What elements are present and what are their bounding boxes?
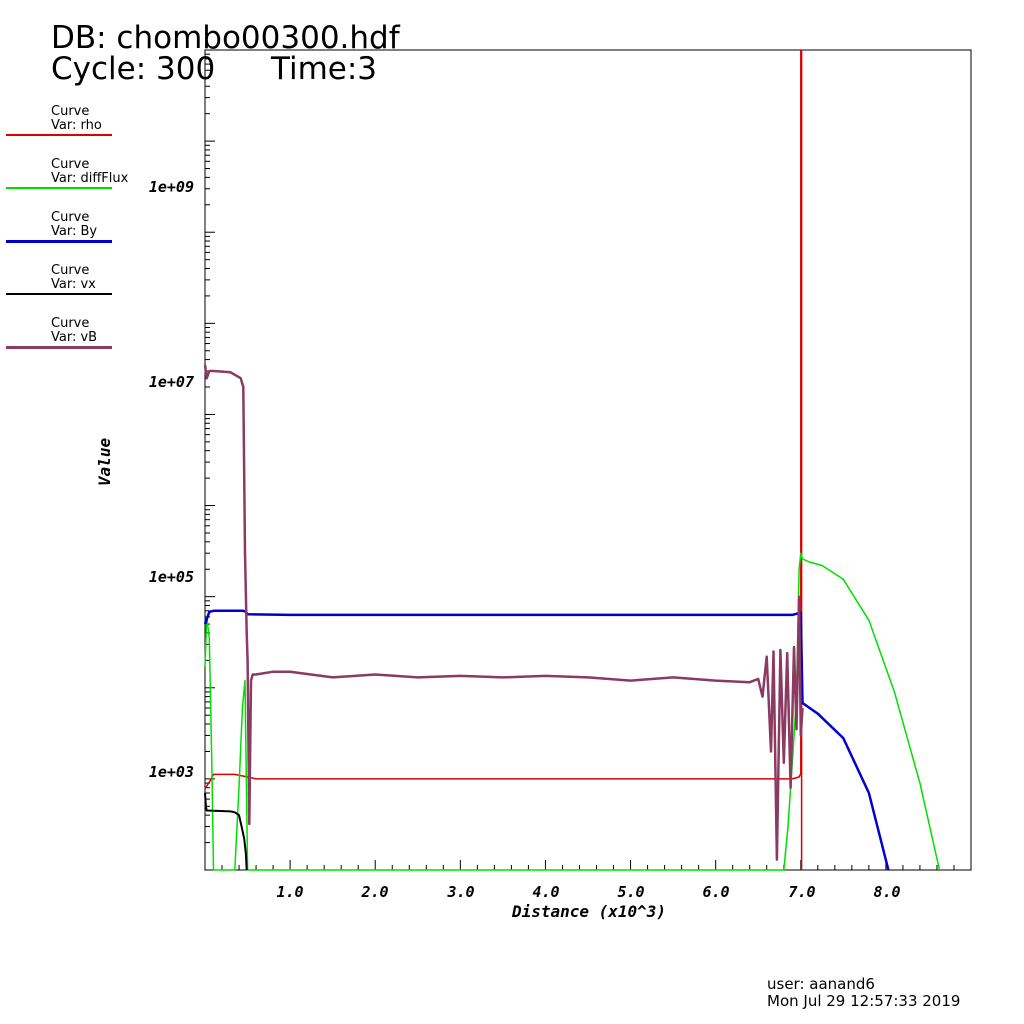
x-tick-label: 6.0 bbox=[702, 883, 729, 901]
y-tick-label: 1e+05 bbox=[149, 568, 194, 586]
legend-swatch bbox=[6, 187, 112, 189]
legend-title: Curve bbox=[51, 104, 90, 119]
x-tick-label: 3.0 bbox=[446, 883, 474, 901]
y-axis-label: Value bbox=[95, 438, 114, 487]
y-tick-label: 1e+03 bbox=[149, 763, 194, 781]
legend-item-vx: Curve Var: vx bbox=[6, 264, 112, 306]
legend-var: Var: vB bbox=[51, 330, 98, 345]
legend-item-vb: Curve Var: vB bbox=[6, 317, 112, 359]
x-tick-label: 8.0 bbox=[873, 883, 900, 901]
curves bbox=[203, 49, 941, 871]
x-tick-label: 7.0 bbox=[788, 883, 815, 901]
x-tick-label: 2.0 bbox=[360, 883, 388, 901]
x-tick-label: 4.0 bbox=[532, 883, 559, 901]
legend-swatch bbox=[6, 346, 112, 349]
legend-swatch bbox=[6, 293, 112, 295]
y-tick-label: 1e+09 bbox=[149, 178, 194, 196]
user-label: user: aanand6 bbox=[767, 975, 875, 993]
legend-var: Var: rho bbox=[51, 118, 102, 133]
y-tick-label: 1e+07 bbox=[149, 373, 194, 391]
legend-var: Var: vx bbox=[51, 277, 96, 292]
database-title: DB: chombo00300.hdf bbox=[51, 20, 400, 56]
legend-item-rho: Curve Var: rho bbox=[6, 105, 112, 147]
series-line-vx bbox=[204, 792, 248, 871]
legend-swatch bbox=[6, 240, 112, 243]
legend-item-diffflux: Curve Var: diffFlux bbox=[6, 157, 128, 200]
legend-title: Curve bbox=[51, 210, 90, 225]
x-minor-ticks bbox=[221, 860, 955, 870]
x-axis-label: Distance (x10^3) bbox=[511, 902, 666, 921]
legend-var: Var: diffFlux bbox=[51, 171, 129, 186]
legend-title: Curve bbox=[51, 263, 90, 278]
series-line-rho bbox=[204, 49, 803, 870]
legend-item-by: Curve Var: By bbox=[6, 211, 112, 253]
timestamp-label: Mon Jul 29 12:57:33 2019 bbox=[767, 992, 961, 1010]
time-label: Time:3 bbox=[271, 51, 378, 87]
legend-var: Var: By bbox=[51, 224, 98, 239]
x-tick-label: 5.0 bbox=[617, 883, 644, 901]
y-minor-ticks bbox=[205, 53, 215, 871]
legend-title: Curve bbox=[51, 316, 90, 331]
legend-swatch bbox=[6, 134, 112, 136]
x-tick-label: 1.0 bbox=[276, 883, 303, 901]
plot-frame bbox=[204, 49, 972, 871]
series-line-vb bbox=[203, 364, 804, 861]
series-line-by bbox=[203, 609, 890, 871]
series-line-diffflux bbox=[204, 552, 941, 871]
legend-title: Curve bbox=[51, 157, 90, 172]
